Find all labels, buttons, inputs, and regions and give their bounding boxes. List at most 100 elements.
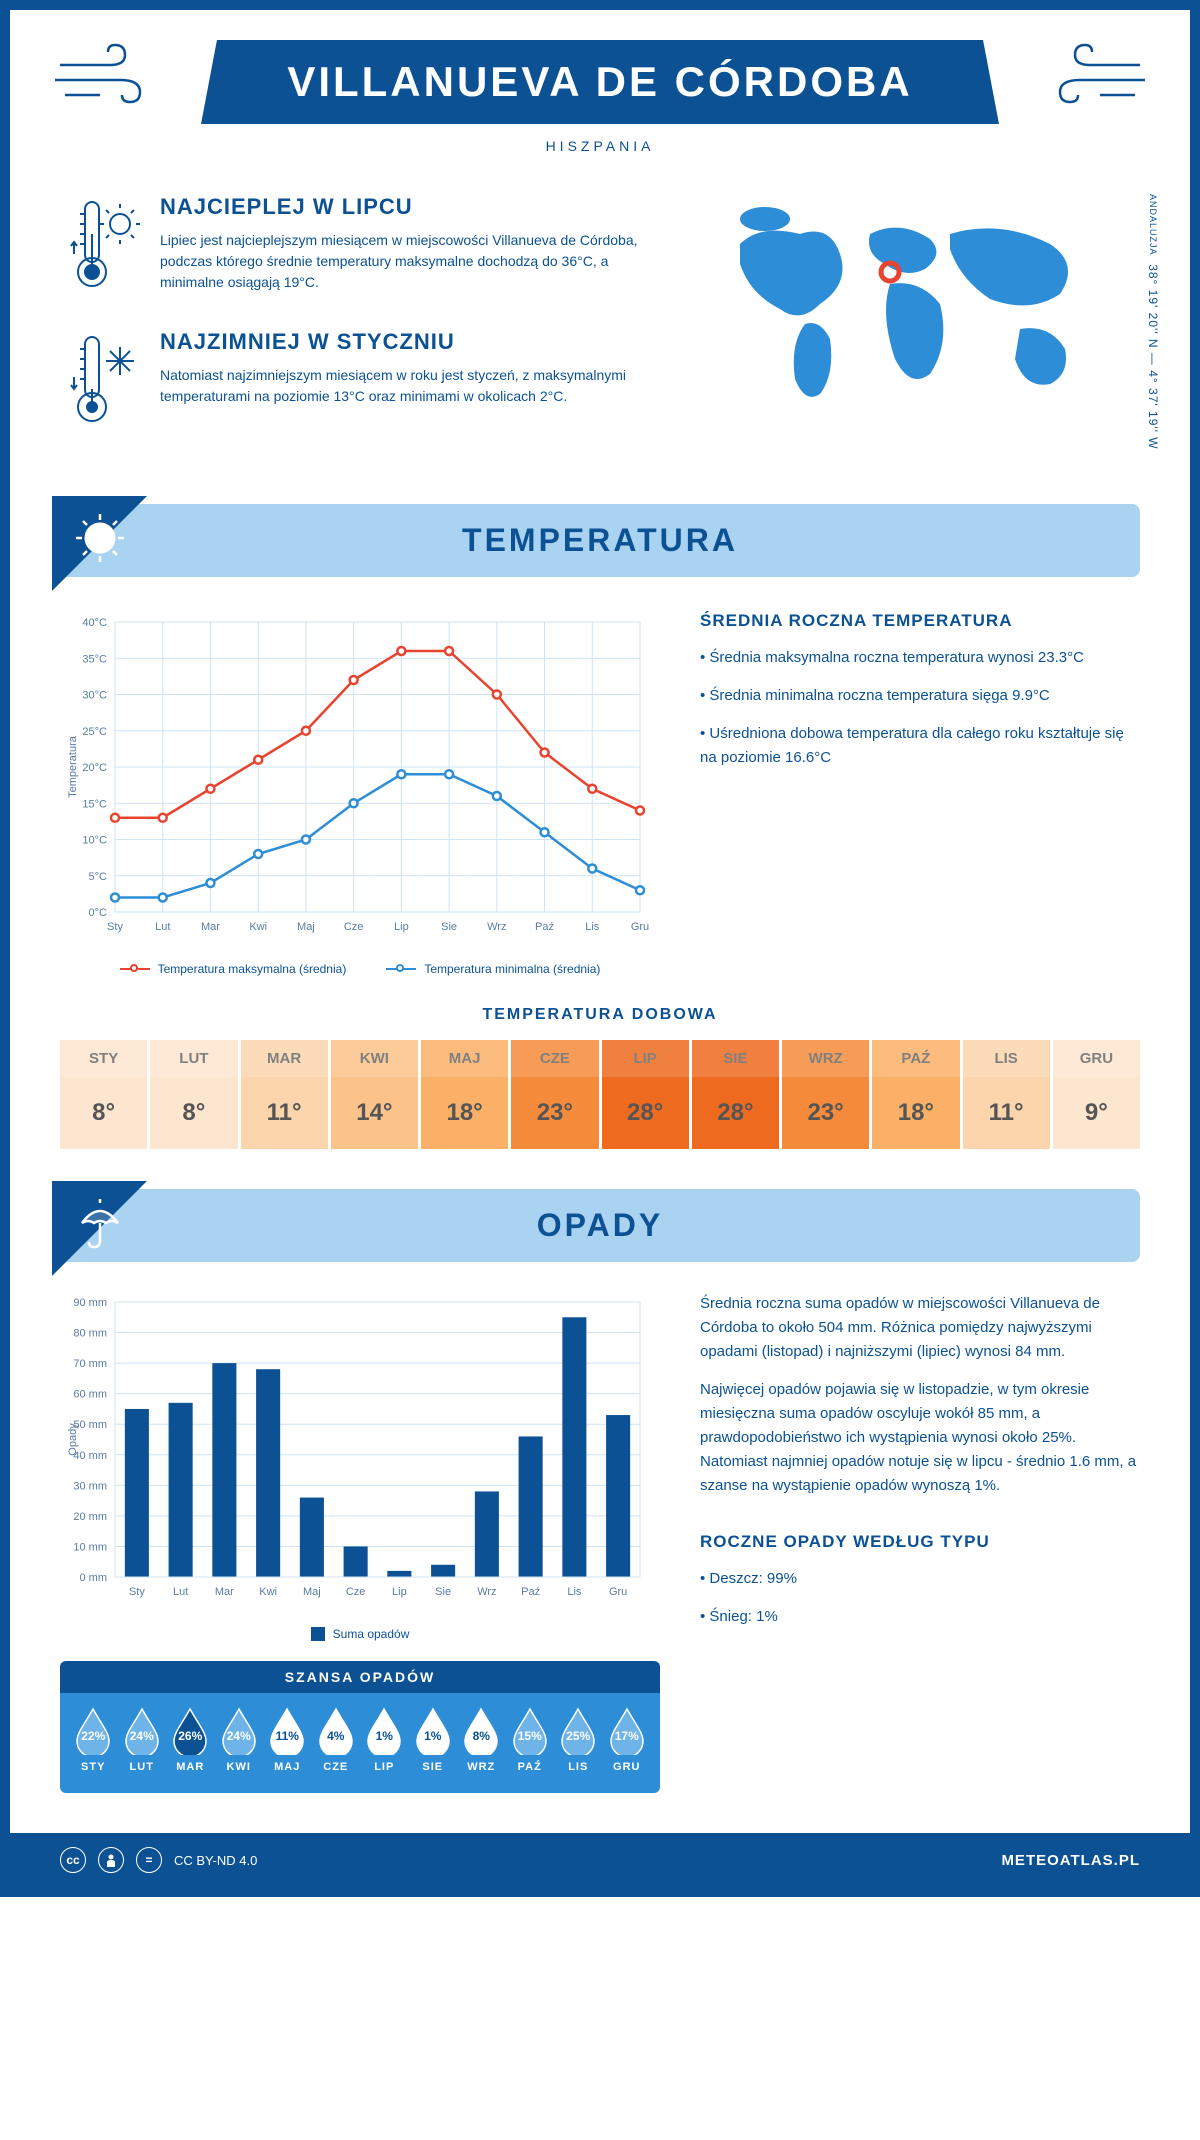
nd-icon: = [136,1847,162,1873]
precip-summary: Najwięcej opadów pojawia się w listopadz… [700,1378,1140,1498]
svg-text:Gru: Gru [631,921,649,933]
svg-text:Mar: Mar [201,921,220,933]
rain-chance-drop: 24% LUT [119,1707,166,1773]
thermometer-snow-icon [70,329,140,434]
svg-text:Lip: Lip [394,921,409,933]
svg-text:Cze: Cze [346,1586,366,1598]
rain-chance-drop: 11% MAJ [264,1707,311,1773]
rain-chance-panel: SZANSA OPADÓW 22% STY 24% LUT 26% MAR 24… [60,1661,660,1793]
annual-bullet: • Średnia minimalna roczna temperatura s… [700,684,1140,708]
daily-temp-cell: GRU9° [1053,1040,1140,1149]
daily-temp-cell: LUT8° [150,1040,240,1149]
svg-text:80 mm: 80 mm [73,1328,107,1340]
svg-text:Sie: Sie [441,921,457,933]
cold-fact-text: Natomiast najzimniejszym miesiącem w rok… [160,365,670,407]
svg-text:35°C: 35°C [82,653,107,665]
rain-chance-drop: 22% STY [70,1707,117,1773]
svg-text:25°C: 25°C [82,726,107,738]
svg-text:30°C: 30°C [82,690,107,702]
rain-chance-drop: 25% LIS [555,1707,602,1773]
license-text: CC BY-ND 4.0 [174,1853,257,1868]
temperature-line-chart: 0°C 5°C 10°C 15°C 20°C 25°C 30°C 35°C 40°C Sty Lut… [60,607,660,947]
svg-text:Lip: Lip [392,1586,407,1598]
svg-text:Maj: Maj [303,1586,321,1598]
svg-text:0°C: 0°C [89,907,108,919]
country-subtitle: HISZPANIA [30,138,1170,154]
hot-fact: NAJCIEPLEJ W LIPCU Lipiec jest najcieple… [70,194,670,299]
hot-fact-title: NAJCIEPLEJ W LIPCU [160,194,670,220]
svg-text:15°C: 15°C [82,798,107,810]
annual-bullet: • Średnia maksymalna roczna temperatura … [700,646,1140,670]
header: VILLANUEVA DE CÓRDOBA HISZPANIA [10,10,1190,174]
svg-text:Lis: Lis [567,1586,582,1598]
footer: cc = CC BY-ND 4.0 METEOATLAS.PL [10,1833,1190,1887]
svg-text:Lis: Lis [585,921,600,933]
wind-decoration-icon [1040,40,1150,115]
umbrella-icon [72,1195,128,1256]
rain-chance-drop: 4% CZE [313,1707,360,1773]
rain-chance-drop: 15% PAŹ [507,1707,554,1773]
svg-text:Paź: Paź [521,1586,540,1598]
daily-temp-cell: KWI14° [331,1040,421,1149]
wind-decoration-icon [50,40,160,115]
daily-temp-cell: STY8° [60,1040,150,1149]
rain-chance-drop: 24% KWI [216,1707,263,1773]
svg-text:Paź: Paź [535,921,554,933]
page-frame: VILLANUEVA DE CÓRDOBA HISZPANIA NAJCIEPL… [0,0,1200,1897]
svg-text:Temperatura: Temperatura [67,735,79,798]
temperature-section: TEMPERATURA 0°C 5°C 10°C 15°C 20°C 25°C 30°C 35… [60,504,1140,1149]
rain-chance-drop: 1% LIP [361,1707,408,1773]
svg-text:20 mm: 20 mm [73,1511,107,1523]
svg-text:20°C: 20°C [82,762,107,774]
svg-text:Wrz: Wrz [487,921,506,933]
daily-temp-title: TEMPERATURA DOBOWA [60,1006,1140,1024]
rain-chance-title: SZANSA OPADÓW [60,1661,660,1693]
svg-text:10 mm: 10 mm [73,1541,107,1553]
precip-type-bullet: • Deszcz: 99% [700,1567,1140,1591]
rain-chance-drop: 17% GRU [604,1707,651,1773]
rain-chance-drop: 26% MAR [167,1707,214,1773]
svg-text:Cze: Cze [344,921,364,933]
svg-text:30 mm: 30 mm [73,1480,107,1492]
daily-temp-cell: WRZ23° [782,1040,872,1149]
svg-text:Kwi: Kwi [249,921,267,933]
cold-fact-title: NAJZIMNIEJ W STYCZNIU [160,329,670,355]
precip-type-bullet: • Śnieg: 1% [700,1605,1140,1629]
svg-text:90 mm: 90 mm [73,1297,107,1309]
svg-text:Sty: Sty [107,921,123,933]
svg-text:40°C: 40°C [82,617,107,629]
precipitation-section: OPADY 0 mm10 mm20 mm30 mm40 mm50 mm60 mm… [60,1189,1140,1793]
svg-text:Lut: Lut [155,921,170,933]
daily-temp-cell: MAJ18° [421,1040,511,1149]
svg-text:5°C: 5°C [89,871,108,883]
svg-text:Gru: Gru [609,1586,627,1598]
svg-text:0 mm: 0 mm [80,1572,108,1584]
svg-text:Sty: Sty [129,1586,145,1598]
daily-temp-cell: PAŹ18° [872,1040,962,1149]
daily-temp-cell: LIS11° [963,1040,1053,1149]
annual-temp-heading: ŚREDNIA ROCZNA TEMPERATURA [700,607,1140,634]
sun-icon [72,510,128,571]
cold-fact: NAJZIMNIEJ W STYCZNIU Natomiast najzimni… [70,329,670,434]
precipitation-title: OPADY [90,1207,1110,1244]
daily-temp-cell: CZE23° [511,1040,601,1149]
rain-chance-drop: 1% SIE [410,1707,457,1773]
temperature-title: TEMPERATURA [90,522,1110,559]
svg-text:Wrz: Wrz [477,1586,496,1598]
precip-types-heading: ROCZNE OPADY WEDŁUG TYPU [700,1528,1140,1555]
svg-text:Kwi: Kwi [259,1586,277,1598]
svg-text:10°C: 10°C [82,835,107,847]
cc-icon: cc [60,1847,86,1873]
world-map-icon [710,194,1130,419]
intro-row: NAJCIEPLEJ W LIPCU Lipiec jest najcieple… [10,174,1190,504]
svg-text:Maj: Maj [297,921,315,933]
page-title: VILLANUEVA DE CÓRDOBA [201,40,999,124]
daily-temp-cell: LIP28° [602,1040,692,1149]
svg-text:60 mm: 60 mm [73,1389,107,1401]
svg-text:Mar: Mar [215,1586,234,1598]
thermometer-sun-icon [70,194,140,299]
rain-chance-drop: 8% WRZ [458,1707,505,1773]
precipitation-bar-chart: 0 mm10 mm20 mm30 mm40 mm50 mm60 mm70 mm8… [60,1292,660,1612]
daily-temp-cell: MAR11° [241,1040,331,1149]
coordinates-label: ANDALUZJA 38° 19' 20'' N — 4° 37' 19'' W [1146,194,1160,450]
